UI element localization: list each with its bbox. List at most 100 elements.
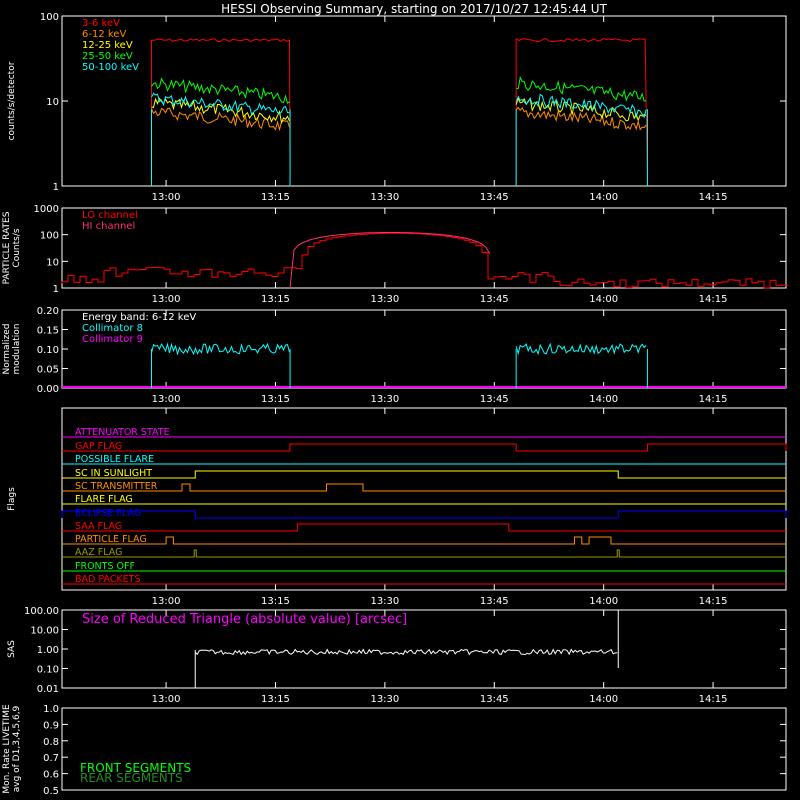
flag-label: GAP FLAG [75,441,122,452]
x-tick-label: 13:30 [370,294,399,305]
x-tick-label: 13:45 [480,192,509,203]
y-tick-label: 0.01 [37,684,59,695]
x-tick-label: 14:00 [589,394,618,405]
y-tick-label: 0.15 [37,326,59,337]
flag-line [61,510,787,519]
modulation-series [62,342,786,388]
x-tick-label: 13:00 [152,394,181,405]
flag-label: ECLIPSE FLAG [75,508,141,519]
legend-entry: Collimator 8 [82,323,143,334]
flag-label: SAA FLAG [75,521,122,532]
y-tick-label: 0.5 [43,786,59,797]
x-tick-label: 13:45 [480,596,509,607]
x-tick-label: 13:30 [370,394,399,405]
y-tick-label: 100 [40,12,59,23]
legend-entry: REAR SEGMENTS [80,771,183,785]
y-tick-label: 1 [53,182,59,193]
y-axis-label: SAS [7,640,17,658]
chart-title: HESSI Observing Summary, starting on 201… [221,2,607,16]
series-line [151,97,290,125]
y-tick-label: 0.10 [37,665,59,676]
legend-entry: 6-12 keV [82,29,126,40]
sas-legend: Size of Reduced Triangle (absolute value… [82,612,407,627]
flag-label: AAZ FLAG [75,547,122,558]
flag-line [62,536,786,545]
legend-entry: 12-25 keV [82,40,133,51]
x-tick-label: 14:15 [699,394,728,405]
series-line [516,76,647,102]
flag-label: SC TRANSMITTER [75,481,158,492]
collimator-8-line [151,342,290,356]
x-tick-label: 13:00 [152,192,181,203]
y-tick-label: 0.10 [37,345,59,356]
x-tick-label: 14:15 [699,596,728,607]
x-tick-label: 14:15 [699,192,728,203]
legend-entry: Collimator 9 [82,334,143,345]
series-line-3-6-kev [515,37,648,187]
x-tick-label: 14:00 [589,694,618,705]
y-axis-label: PARTICLE RATES [2,211,12,284]
legend-entry: 25-50 keV [82,51,133,62]
x-tick-label: 13:15 [261,192,290,203]
lo-channel-line [61,232,788,289]
flag-lines [61,436,787,585]
legend-entry: LO channel [82,210,138,221]
y-tick-label: 0.05 [37,365,59,376]
y-axis-label: Counts/s [12,228,22,267]
flag-label: POSSIBLE FLARE [75,454,154,465]
x-tick-label: 13:15 [261,294,290,305]
flag-line [62,483,786,492]
series-line [151,92,290,115]
y-tick-label: 1.00 [37,645,59,656]
y-axis-label: modulation [12,324,22,375]
collimator-8-line [515,342,647,356]
flags-panel-frame [61,407,787,591]
series-line [151,77,290,105]
flag-label: ATTENUATOR STATE [75,427,170,438]
series-line [515,97,647,122]
x-tick-label: 13:00 [152,596,181,607]
y-tick-label: 100.00 [24,606,59,617]
y-tick-label: 1.0 [43,704,59,715]
x-tick-label: 14:15 [699,694,728,705]
y-tick-label: 1 [53,284,59,295]
x-tick-label: 13:45 [480,394,509,405]
y-axis-label: Normalized [2,323,12,374]
y-tick-label: 0.7 [43,753,59,764]
y-axis-label: Flags [7,487,17,511]
series-line-3-6-kev [150,38,291,187]
flag-label: BAD PACKETS [75,574,141,585]
y-axis-label: avg of D1,3,4,5,6,9 [12,705,22,792]
x-tick-label: 13:15 [261,596,290,607]
x-tick-label: 13:45 [480,294,509,305]
x-tick-label: 13:00 [152,694,181,705]
count-rate-series [150,37,648,187]
y-tick-label: 1000 [34,204,59,215]
flag-line [62,549,786,558]
x-tick-label: 13:30 [370,596,399,607]
y-tick-label: 0.20 [37,306,59,317]
flag-line [62,523,786,532]
flag-label: FLARE FLAG [75,494,133,505]
x-tick-label: 13:30 [370,694,399,705]
x-tick-label: 14:00 [589,192,618,203]
y-tick-label: 10 [46,97,59,108]
y-tick-label: 0.9 [43,720,59,731]
y-tick-label: 0.6 [43,770,59,781]
flag-label: FRONTS OFF [75,561,135,572]
y-tick-label: 100 [40,231,59,242]
legend-entry: Energy band: 6-12 keV [82,312,196,323]
flag-label: SC IN SUNLIGHT [75,468,152,479]
legend-entry: 50-100 keV [82,62,139,73]
x-tick-label: 13:15 [261,394,290,405]
x-tick-label: 14:15 [699,294,728,305]
series-line [515,106,647,131]
series-line [515,93,647,119]
legend-entry: FRONT SEGMENTS [80,761,191,775]
legend-entry: 3-6 keV [82,18,120,29]
particle-series [61,232,788,289]
flag-line [62,443,787,452]
flag-line [62,470,786,479]
y-tick-label: 10.00 [30,626,59,637]
y-tick-label: 0.00 [37,384,59,395]
